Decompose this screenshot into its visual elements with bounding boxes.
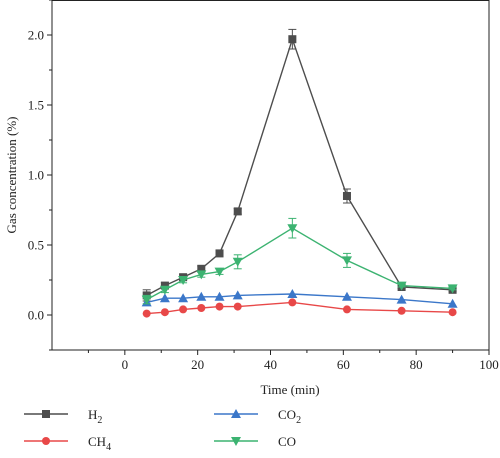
data-point [159, 285, 170, 295]
series-h2 [142, 28, 457, 302]
y-tick-label: 1.5 [28, 98, 44, 113]
data-point [160, 308, 169, 317]
data-point [215, 302, 224, 311]
data-point [447, 298, 458, 308]
data-point [160, 281, 169, 290]
x-axis-title: Time (min) [260, 382, 319, 397]
series-line [146, 227, 453, 301]
x-tick-label: 40 [264, 357, 277, 372]
data-point [287, 289, 298, 298]
data-point [142, 309, 151, 318]
data-point [159, 293, 170, 303]
legend-item: CO2 [214, 407, 301, 426]
data-point [396, 294, 407, 304]
series-line [146, 293, 453, 305]
data-point [196, 291, 207, 301]
data-point [141, 295, 152, 305]
data-point [342, 305, 351, 314]
data-point [447, 284, 458, 294]
legend-item: H2 [24, 407, 102, 426]
data-point [178, 276, 189, 285]
series-co [141, 217, 458, 305]
legend-item: CO [214, 434, 296, 449]
data-point [342, 192, 351, 200]
x-tick-label: 20 [191, 357, 204, 372]
data-point [197, 264, 206, 273]
y-tick-label: 2.0 [28, 28, 44, 43]
y-tick-label: 0.5 [28, 238, 44, 253]
data-point [397, 306, 406, 315]
data-point [214, 267, 225, 277]
data-point [179, 305, 188, 314]
x-tick-label: 80 [410, 357, 423, 372]
data-point [178, 293, 189, 303]
x-tick-label: 0 [122, 357, 129, 372]
data-point [396, 281, 407, 291]
x-tick-label: 60 [337, 357, 350, 372]
legend-label: CO [278, 434, 296, 449]
legend-marker [42, 437, 50, 445]
data-point [232, 290, 243, 300]
legend-label: H2 [88, 407, 102, 426]
legend-item: CH4 [24, 434, 111, 453]
data-point [214, 291, 225, 301]
x-tick-label: 100 [479, 357, 499, 372]
legend-marker [42, 410, 50, 418]
y-tick-label: 1.0 [28, 168, 44, 183]
legend-label: CH4 [88, 434, 111, 453]
series-line [146, 301, 453, 315]
series-ch4 [142, 298, 457, 318]
y-axis-ticks: 0.0 0.5 1.0 1.5 2.0 [28, 0, 52, 351]
data-point [288, 298, 297, 307]
data-point [232, 257, 243, 267]
series-line [146, 36, 453, 297]
data-point [341, 256, 352, 266]
data-point [233, 207, 242, 216]
plot-border [51, 0, 490, 351]
data-point [287, 224, 298, 234]
plot-frame [51, 0, 490, 351]
y-tick-label: 0.0 [28, 308, 44, 323]
data-point [233, 302, 242, 311]
data-point [341, 291, 352, 301]
legend-marker [231, 437, 241, 446]
legend: H2 CH4 CO2 CO [24, 407, 301, 453]
legend-label: CO2 [278, 407, 301, 426]
data-point [288, 35, 297, 44]
data-point [448, 308, 457, 317]
x-axis-ticks: 0 20 40 60 80 100 [87, 350, 499, 372]
legend-marker [231, 409, 241, 418]
series-layer [141, 28, 458, 318]
data-point [196, 270, 207, 280]
series-co2 [141, 289, 458, 308]
data-point [197, 304, 206, 312]
data-point [215, 249, 224, 258]
y-axis-title: Gas concentration (%) [4, 117, 19, 234]
